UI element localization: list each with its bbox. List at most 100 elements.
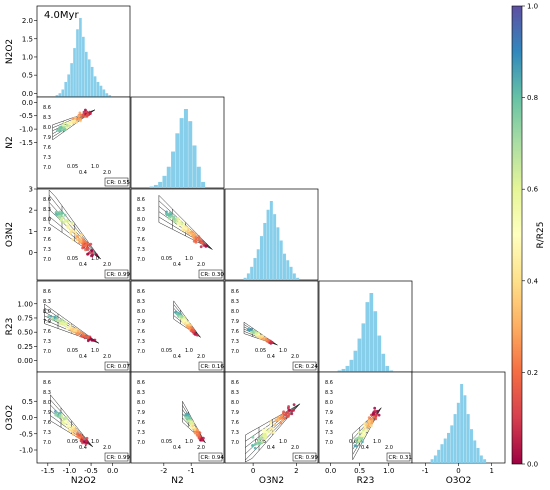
data-point <box>269 426 272 430</box>
cr-box <box>198 361 223 371</box>
data-point <box>71 238 75 241</box>
y-tick-label: -0.5 <box>19 430 33 438</box>
data-point <box>172 217 176 221</box>
data-point <box>274 418 278 421</box>
panel-R23-vs-O3N2: 8.6 8.3 8.0 7.9 7.6 7.3 7.0 0.050.4 1.0 2.0 CR: 0.… <box>224 280 319 373</box>
grid-label-metallicity: 8.3 <box>231 390 239 396</box>
y-tick-label: 0.5 <box>22 398 33 406</box>
grid-label-metallicity: 7.3 <box>231 430 239 436</box>
x-tick-label: 0 <box>456 467 460 475</box>
histogram-bar <box>430 459 434 463</box>
grid-label-ionization: 2.0 <box>197 445 205 451</box>
histogram-bar <box>256 249 260 280</box>
data-point <box>58 411 62 415</box>
data-point <box>57 129 60 132</box>
data-point <box>200 241 204 245</box>
y-tick-label: -1.5 <box>19 139 33 147</box>
grid-label-ionization: 0.05 <box>255 348 266 354</box>
y-tick-label: 1.0 <box>22 53 33 61</box>
data-point <box>187 323 191 326</box>
panel-R23-vs-N2O2: 8.6 8.3 8.0 7.9 7.6 7.3 7.0 0.050.4 1.0 2.0 CR: 0.… <box>5 280 131 373</box>
data-point <box>78 433 81 437</box>
data-point <box>262 433 266 437</box>
panel-O3O2-vs-O3O2: -1 0 1 O3O2 <box>411 371 506 486</box>
data-point <box>197 433 200 437</box>
panel-O3N2-vs-N2: 8.6 8.3 8.0 7.9 7.6 7.3 7.0 0.050.4 1.0 2.0 CR: 0.… <box>130 188 225 281</box>
panel-N2-vs-N2O2: 8.6 8.3 8.0 7.9 7.6 7.3 7.0 0.050.4 1.0 2.0 CR: 0.… <box>5 96 131 189</box>
histogram-bar <box>276 227 280 280</box>
grid-label-metallicity: 8.3 <box>137 207 145 213</box>
histogram-bar <box>433 455 437 463</box>
panel-frame <box>318 371 413 464</box>
data-point <box>365 422 369 426</box>
data-point <box>68 428 72 432</box>
histogram-bar <box>175 133 180 188</box>
data-point <box>189 425 193 429</box>
histogram-bar <box>260 236 263 280</box>
histogram-bar <box>440 444 444 463</box>
grid-label-metallicity: 7.9 <box>137 319 145 325</box>
data-point <box>74 116 77 120</box>
histogram-bar <box>82 36 85 97</box>
grid-label-metallicity: 7.6 <box>137 329 145 335</box>
data-point <box>374 414 378 417</box>
data-point <box>54 410 58 414</box>
data-point <box>356 436 360 440</box>
data-point <box>59 219 63 223</box>
cr-value: CR: 0.99 <box>107 272 131 278</box>
data-point <box>175 312 179 316</box>
grid-label-ionization: 0.05 <box>161 439 172 445</box>
histogram-bar <box>473 440 477 463</box>
histogram-bar <box>289 266 293 280</box>
panel-O3O2-vs-N2O2: 8.6 8.3 8.0 7.9 7.6 7.3 7.0 0.050.4 1.0 2.0 CR: 0.… <box>5 371 131 486</box>
grid-label-metallicity: 7.0 <box>43 440 51 446</box>
data-point <box>197 235 201 239</box>
y-axis-label: N2O2 <box>5 39 15 64</box>
x-tick-label: -0.5 <box>84 467 98 475</box>
data-point <box>90 251 94 255</box>
data-point <box>86 242 89 245</box>
grid-label-metallicity: 7.6 <box>43 145 51 151</box>
y-tick-label: -0.5 <box>19 112 33 120</box>
data-point <box>71 327 75 330</box>
grid-label-metallicity: 7.3 <box>43 155 51 161</box>
cr-value: CR: 0.16 <box>201 364 225 370</box>
colorbar-tick-label: 0.2 <box>527 369 538 377</box>
grid-label-metallicity: 8.0 <box>43 309 51 315</box>
data-point <box>288 408 291 412</box>
grid-label-ionization: 0.4 <box>361 445 369 451</box>
panel-N2-vs-N2 <box>130 96 225 189</box>
data-point <box>267 428 271 432</box>
grid-label-metallicity: 8.3 <box>137 390 145 396</box>
y-tick-label: -1.0 <box>19 447 33 455</box>
histogram-bar <box>483 459 487 463</box>
grid-label-metallicity: 7.6 <box>137 237 145 243</box>
data-point <box>368 420 371 424</box>
data-point <box>63 213 67 217</box>
grid-label-metallicity: 7.6 <box>43 420 51 426</box>
grid-label-metallicity: 7.9 <box>137 410 145 416</box>
data-point <box>72 425 76 429</box>
data-point <box>195 333 199 337</box>
grid-label-ionization: 0.4 <box>267 354 275 360</box>
cr-value: CR: 0.07 <box>107 364 131 370</box>
y-axis-label: N2 <box>5 136 15 148</box>
histogram-bar <box>192 145 197 188</box>
histogram-bar <box>84 51 88 97</box>
y-tick-label: 0 <box>29 249 33 257</box>
grid-label-ionization: 0.4 <box>79 354 87 360</box>
histogram-bar <box>201 181 206 188</box>
data-point <box>63 420 67 423</box>
data-point <box>70 221 74 225</box>
data-point <box>54 413 58 417</box>
data-point <box>257 441 261 445</box>
data-point <box>189 231 193 234</box>
grid-label-metallicity: 8.0 <box>137 400 145 406</box>
data-point <box>269 421 273 425</box>
grid-label-ionization: 0.4 <box>79 170 87 176</box>
histogram-bar <box>99 85 103 97</box>
histogram-bar <box>87 59 91 97</box>
data-point <box>363 425 367 429</box>
grid-label-metallicity: 7.0 <box>43 257 51 263</box>
